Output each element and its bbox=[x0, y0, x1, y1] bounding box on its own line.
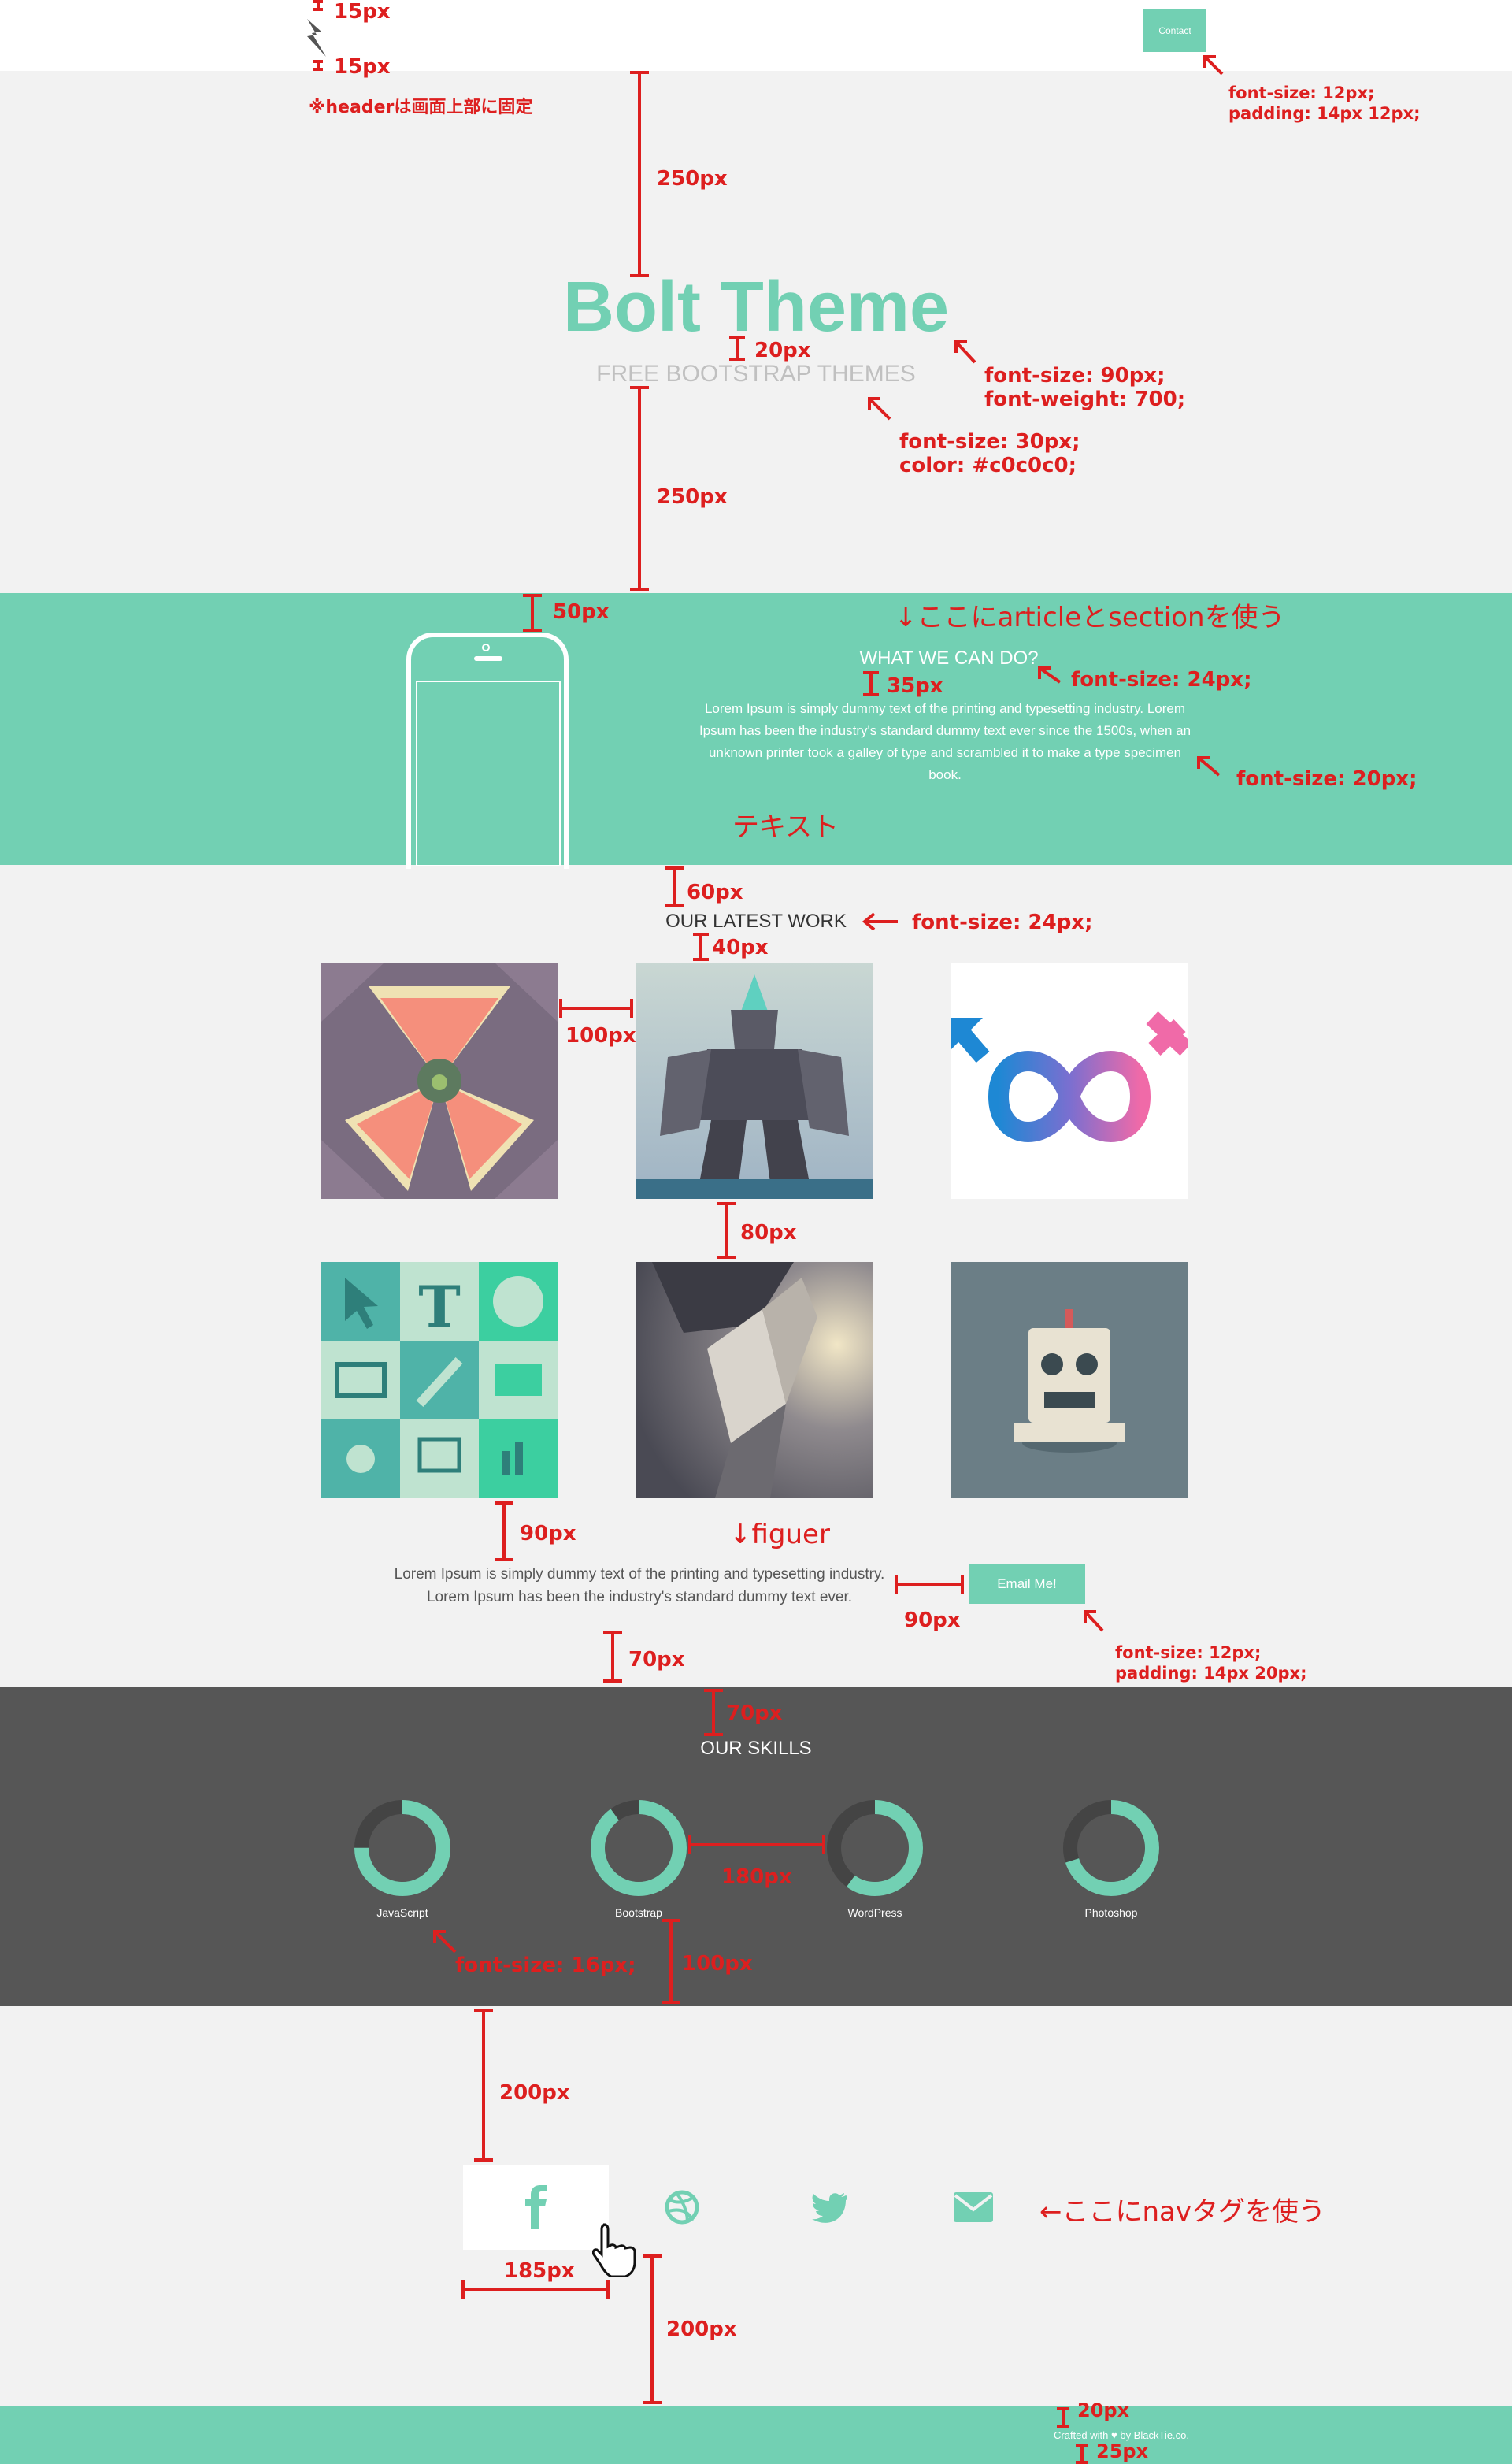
site-header bbox=[0, 0, 1512, 71]
facebook-icon bbox=[524, 2185, 547, 2229]
tool-icons-grid-image: T bbox=[321, 1262, 558, 1498]
email-me-button[interactable]: Email Me! bbox=[969, 1564, 1085, 1604]
ann-90px-horizontal: 90px bbox=[904, 1609, 961, 1632]
ann-title-weight: font-weight: 700; bbox=[984, 388, 1186, 411]
ann-100px-skills: 100px bbox=[682, 1952, 753, 1976]
ann-title-font: font-size: 90px; bbox=[984, 364, 1166, 388]
skills-donut-chart bbox=[354, 1800, 1159, 1896]
ann-250px-bottom: 250px bbox=[657, 485, 728, 509]
ann-skill-font: font-size: 16px; bbox=[455, 1954, 636, 1977]
ann-contact-padding: padding: 14px 12px; bbox=[1228, 104, 1421, 123]
social-twitter[interactable] bbox=[754, 2165, 900, 2250]
ann-contact-font: font-size: 12px; bbox=[1228, 83, 1375, 102]
ann-email-font: font-size: 12px; bbox=[1115, 1643, 1262, 1662]
contact-section bbox=[0, 1501, 1512, 1687]
phone-camera bbox=[482, 644, 490, 651]
footer-credit: Crafted with ♥ by BlackTie.co. bbox=[1054, 2429, 1189, 2441]
skill-label-bootstrap: Bootstrap bbox=[615, 1906, 662, 1919]
intro-section bbox=[0, 593, 1512, 865]
svg-text:T: T bbox=[418, 1273, 461, 1340]
work-tile-infinity[interactable] bbox=[951, 963, 1188, 1199]
ann-15px-bottom: 15px bbox=[334, 55, 391, 79]
work-tile-tool-icons[interactable]: T bbox=[321, 1262, 558, 1498]
work-tile-robot-warrior[interactable] bbox=[636, 963, 873, 1199]
ann-25px-footer: 25px bbox=[1096, 2440, 1149, 2462]
social-dribbble[interactable] bbox=[609, 2165, 754, 2250]
contact-text: Lorem Ipsum is simply dummy text of the … bbox=[394, 1566, 885, 1605]
ann-sub-color: color: #c0c0c0; bbox=[899, 454, 1077, 477]
retro-robot-image bbox=[951, 1262, 1188, 1498]
ann-20px: 20px bbox=[754, 339, 811, 362]
mail-icon bbox=[953, 2192, 993, 2222]
intro-title: WHAT WE CAN DO? bbox=[859, 648, 1039, 669]
ann-what-font: font-size: 24px; bbox=[1071, 668, 1252, 692]
ann-text-note: テキスト bbox=[732, 811, 839, 843]
ann-15px-top: 15px bbox=[334, 0, 391, 24]
work-title: OUR LATEST WORK bbox=[665, 911, 847, 932]
skill-donut-wordpress bbox=[827, 1800, 923, 1896]
skill-donut-photoshop bbox=[1063, 1800, 1159, 1896]
work-tile-retro-robot[interactable] bbox=[951, 1262, 1188, 1498]
ann-sub-font: font-size: 30px; bbox=[899, 430, 1080, 454]
ann-article-note: ↓ここにarticleとsectionを使う bbox=[895, 602, 1285, 633]
skills-title: OUR SKILLS bbox=[700, 1738, 812, 1759]
ann-180px: 180px bbox=[721, 1865, 792, 1889]
skill-donut-javascript bbox=[354, 1800, 450, 1896]
ann-70px: 70px bbox=[628, 1648, 685, 1672]
hero-title: Bolt Theme bbox=[562, 268, 950, 347]
ann-100px: 100px bbox=[565, 1024, 636, 1048]
dribbble-icon bbox=[665, 2190, 699, 2225]
skill-label-photoshop: Photoshop bbox=[1084, 1906, 1138, 1919]
skill-donut-bootstrap bbox=[591, 1800, 687, 1896]
ann-70px-skills: 70px bbox=[726, 1701, 783, 1725]
hand-cursor-icon bbox=[592, 2223, 636, 2277]
ann-work-font: font-size: 24px; bbox=[912, 911, 1093, 934]
intro-body: Lorem Ipsum is simply dummy text of the … bbox=[699, 701, 1191, 782]
hero-section bbox=[0, 71, 1512, 593]
paper-giant-image bbox=[636, 1262, 873, 1498]
social-facebook[interactable] bbox=[463, 2165, 609, 2250]
skill-label-wordpress: WordPress bbox=[847, 1906, 902, 1919]
ann-35px: 35px bbox=[887, 674, 943, 698]
ann-figure-note: ↓figuer bbox=[729, 1519, 830, 1550]
heart-icon: ♥ bbox=[1111, 2429, 1117, 2441]
site-footer bbox=[0, 2406, 1512, 2464]
ann-250px-top: 250px bbox=[657, 167, 728, 191]
work-tile-paper-giant[interactable] bbox=[636, 1262, 873, 1498]
contact-button[interactable]: Contact bbox=[1143, 9, 1206, 52]
work-tile-phones[interactable] bbox=[321, 963, 558, 1199]
ann-50px: 50px bbox=[553, 600, 610, 624]
ann-200px-bottom: 200px bbox=[666, 2317, 737, 2341]
phone-speaker bbox=[474, 656, 502, 661]
ann-header-fixed: ※headerは画面上部に固定 bbox=[309, 98, 533, 117]
ann-body-font: font-size: 20px; bbox=[1236, 767, 1418, 791]
footer-pre: Crafted with bbox=[1054, 2429, 1109, 2441]
ann-40px: 40px bbox=[712, 936, 769, 959]
ann-185px: 185px bbox=[504, 2259, 575, 2283]
ann-90px-vertical: 90px bbox=[520, 1522, 576, 1546]
bolt-logo-icon[interactable] bbox=[304, 8, 331, 63]
phone-illustration bbox=[406, 633, 569, 869]
ann-email-padding: padding: 14px 20px; bbox=[1115, 1664, 1307, 1683]
ann-200px-top: 200px bbox=[499, 2081, 570, 2105]
ann-60px: 60px bbox=[687, 881, 743, 904]
robot-warrior-image bbox=[636, 963, 873, 1199]
ann-80px: 80px bbox=[740, 1221, 797, 1245]
social-mail[interactable] bbox=[900, 2165, 1046, 2250]
phones-hexagon-image bbox=[321, 963, 558, 1199]
ann-nav-note: ←ここにnavタグを使う bbox=[1040, 2196, 1325, 2228]
skill-label-javascript: JavaScript bbox=[376, 1906, 428, 1919]
gender-infinity-image bbox=[951, 963, 1188, 1199]
skills-section bbox=[0, 1687, 1512, 2006]
footer-post: by BlackTie.co. bbox=[1120, 2429, 1190, 2441]
phone-screen bbox=[416, 681, 561, 866]
ann-20px-footer: 20px bbox=[1077, 2399, 1130, 2421]
social-nav-section bbox=[0, 2006, 1512, 2406]
hero-subtitle: FREE BOOTSTRAP THEMES bbox=[596, 361, 916, 387]
twitter-icon bbox=[811, 2193, 847, 2223]
